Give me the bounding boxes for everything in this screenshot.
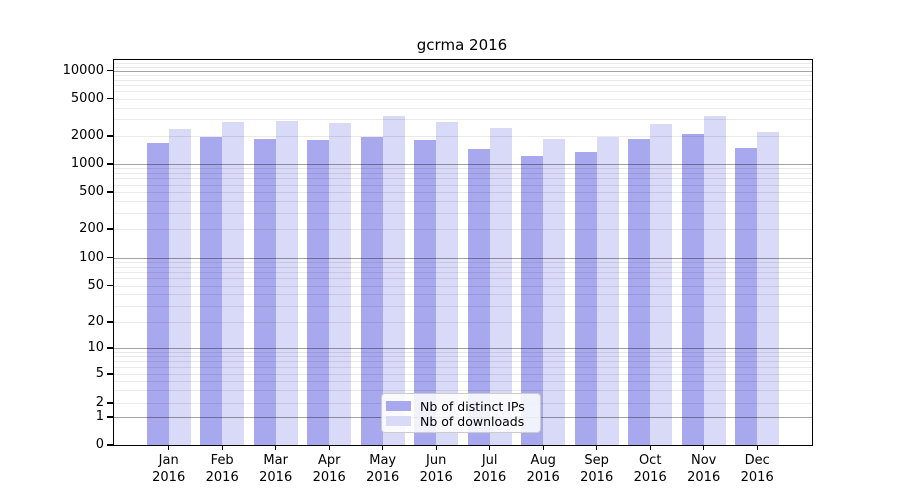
y-tick-label: 20 bbox=[87, 314, 104, 330]
y-tick bbox=[107, 256, 114, 259]
legend-entry-downloads: Nb of downloads bbox=[386, 413, 532, 429]
x-tick-label-sep: Sep 2016 bbox=[580, 453, 614, 485]
y-tick bbox=[107, 402, 114, 404]
legend-swatch-distinct-ips bbox=[386, 401, 411, 411]
x-tick-label-aug: Aug 2016 bbox=[526, 453, 560, 485]
x-tick bbox=[168, 445, 170, 450]
bar-distinct-ips-dec bbox=[735, 148, 758, 445]
x-tick bbox=[649, 445, 651, 450]
x-tick-label-mar: Mar 2016 bbox=[259, 453, 293, 485]
y-tick-label: 2 bbox=[95, 395, 104, 411]
chart-title: gcrma 2016 bbox=[416, 36, 508, 54]
minor-gridline bbox=[114, 107, 812, 109]
x-tick-label-dec: Dec 2016 bbox=[740, 453, 774, 485]
bar-downloads-oct bbox=[650, 123, 673, 445]
x-tick bbox=[382, 445, 384, 450]
y-tick bbox=[107, 97, 114, 100]
x-tick-label-apr: Apr 2016 bbox=[312, 453, 346, 485]
x-tick bbox=[596, 445, 598, 450]
bar-downloads-jun bbox=[436, 121, 459, 445]
y-tick bbox=[107, 373, 114, 375]
x-tick-label-oct: Oct 2016 bbox=[633, 453, 667, 485]
y-tick-label: 10 bbox=[87, 340, 104, 356]
x-tick-label-nov: Nov 2016 bbox=[687, 453, 721, 485]
legend-entry-distinct-ips: Nb of distinct IPs bbox=[386, 398, 532, 414]
x-tick bbox=[756, 445, 758, 450]
bar-downloads-jan bbox=[168, 128, 191, 445]
bar-distinct-ips-aug bbox=[521, 155, 544, 445]
bar-distinct-ips-apr bbox=[307, 139, 330, 445]
y-tick bbox=[107, 347, 114, 349]
y-tick bbox=[107, 228, 114, 230]
x-tick bbox=[275, 445, 277, 450]
y-tick-label: 500 bbox=[79, 184, 104, 200]
y-tick bbox=[107, 163, 114, 165]
bar-downloads-dec bbox=[757, 131, 780, 445]
y-tick-label: 10000 bbox=[62, 62, 104, 78]
y-tick bbox=[107, 284, 114, 287]
minor-gridline bbox=[114, 98, 812, 100]
bar-downloads-feb bbox=[222, 121, 245, 445]
legend-label-distinct-ips: Nb of distinct IPs bbox=[420, 398, 525, 414]
x-tick bbox=[542, 445, 544, 450]
minor-gridline bbox=[114, 66, 812, 68]
bar-downloads-aug bbox=[543, 138, 566, 445]
bar-distinct-ips-mar bbox=[253, 138, 276, 445]
major-gridline bbox=[114, 70, 812, 72]
legend-label-downloads: Nb of downloads bbox=[420, 413, 525, 429]
x-tick bbox=[435, 445, 437, 450]
bar-downloads-apr bbox=[329, 122, 352, 445]
minor-gridline bbox=[114, 74, 812, 76]
bar-distinct-ips-jul bbox=[467, 149, 490, 445]
x-tick-label-jun: Jun 2016 bbox=[419, 453, 453, 485]
bar-distinct-ips-may bbox=[360, 137, 383, 445]
y-tick-label: 5 bbox=[95, 366, 104, 382]
bar-distinct-ips-nov bbox=[681, 134, 704, 445]
bar-downloads-may bbox=[382, 116, 405, 445]
y-tick bbox=[107, 444, 114, 446]
y-tick-label: 1 bbox=[95, 409, 104, 425]
y-tick-label: 2000 bbox=[70, 128, 104, 144]
legend: Nb of distinct IPs Nb of downloads bbox=[381, 393, 541, 433]
y-tick-label: 100 bbox=[79, 249, 104, 265]
y-tick bbox=[107, 191, 114, 193]
y-tick-label: 0 bbox=[95, 437, 104, 453]
bar-downloads-sep bbox=[596, 136, 619, 445]
x-tick bbox=[703, 445, 705, 450]
y-tick-label: 5000 bbox=[70, 90, 104, 106]
x-tick-label-jan: Jan 2016 bbox=[152, 453, 186, 485]
bar-downloads-nov bbox=[703, 116, 726, 445]
x-tick-label-jul: Jul 2016 bbox=[473, 453, 507, 485]
minor-gridline bbox=[114, 91, 812, 93]
x-tick bbox=[221, 445, 223, 450]
x-tick-label-may: May 2016 bbox=[366, 453, 400, 485]
bar-distinct-ips-jan bbox=[146, 143, 169, 445]
y-tick-label: 1000 bbox=[70, 156, 104, 172]
minor-gridline bbox=[114, 84, 812, 86]
y-tick-label: 200 bbox=[79, 221, 104, 237]
minor-gridline bbox=[114, 79, 812, 81]
y-tick bbox=[107, 135, 114, 137]
bar-distinct-ips-feb bbox=[200, 137, 223, 445]
bar-distinct-ips-sep bbox=[574, 152, 597, 445]
y-tick bbox=[107, 321, 114, 323]
bar-distinct-ips-oct bbox=[628, 138, 651, 445]
bar-downloads-jul bbox=[489, 127, 512, 445]
y-tick bbox=[107, 69, 114, 72]
x-tick-label-feb: Feb 2016 bbox=[205, 453, 239, 485]
bar-distinct-ips-jun bbox=[414, 139, 437, 445]
minor-gridline bbox=[114, 63, 812, 65]
x-tick bbox=[489, 445, 491, 450]
plot-area: 0 1 2 5 10 20 50 100 200 500 1000 2000 5000 10000 Jan… bbox=[63, 59, 813, 485]
bar-downloads-mar bbox=[275, 120, 298, 445]
x-tick bbox=[328, 445, 330, 450]
y-tick-label: 50 bbox=[87, 277, 104, 293]
legend-swatch-downloads bbox=[386, 416, 411, 426]
y-tick bbox=[107, 416, 114, 418]
